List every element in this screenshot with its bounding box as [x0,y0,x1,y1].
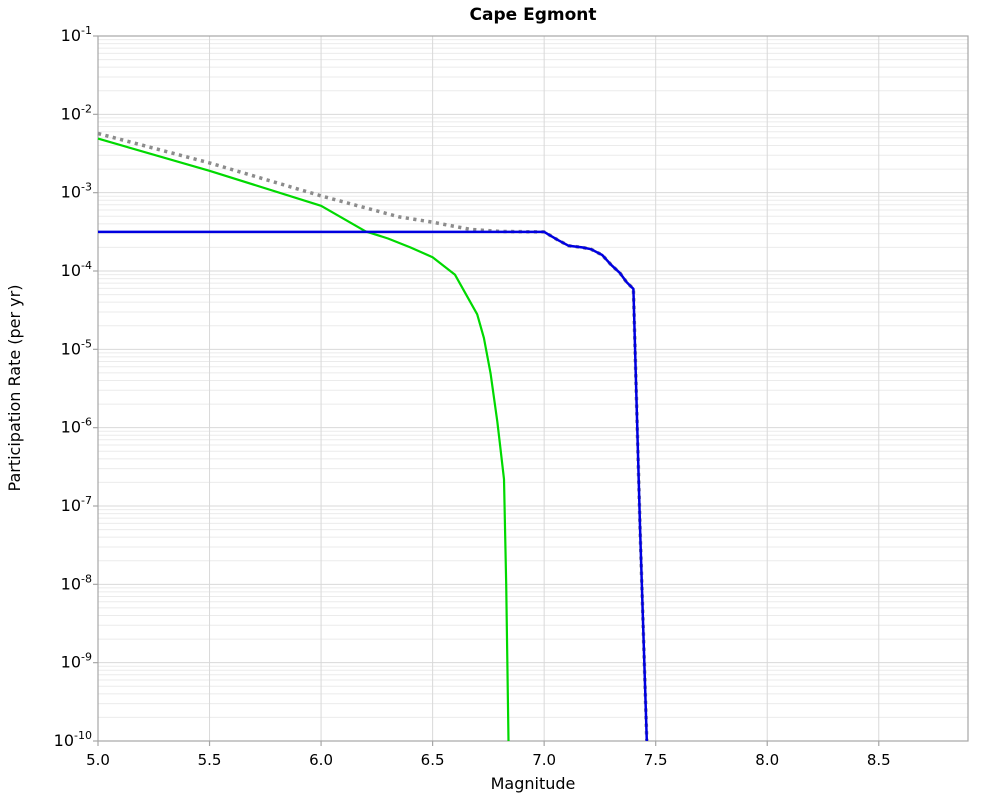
x-axis-label: Magnitude [491,774,576,793]
x-tick-label: 8.0 [755,751,779,769]
y-tick-label: 10-1 [61,24,92,45]
x-tick-label: 8.5 [867,751,891,769]
chart-title: Cape Egmont [470,5,597,25]
grid-layer [97,35,968,742]
x-tick-label: 7.0 [532,751,556,769]
x-tick-label: 5.0 [86,751,110,769]
y-tick-label: 10-4 [61,259,92,280]
x-tick-label: 7.5 [644,751,668,769]
x-tick-label: 5.5 [198,751,222,769]
series-layer [97,131,649,742]
y-tick-label: 10-8 [61,572,92,593]
y-tick-label: 10-5 [61,337,92,358]
y-axis-label: Participation Rate (per yr) [5,285,24,492]
x-tick-label: 6.0 [309,751,333,769]
plot-area [98,36,968,741]
y-tick-label: 10-3 [61,181,92,202]
tick-layer: 5.0 5.5 6.0 6.5 7.0 7.5 8.0 8.5 10-1 10-2 10-3 10-4… [54,24,891,769]
x-tick-label: 6.5 [421,751,445,769]
y-tick-label: 10-6 [61,416,92,437]
y-tick-label: 10-7 [61,494,92,515]
axes-frame [97,35,969,742]
y-tick-label: 10-9 [61,651,92,672]
series-blue-solid-line [98,230,649,742]
series-green-solid-line [97,137,510,742]
plot-frame [97,35,969,742]
y-tick-label: 10-10 [54,729,92,750]
y-tick-label: 10-2 [61,102,92,123]
